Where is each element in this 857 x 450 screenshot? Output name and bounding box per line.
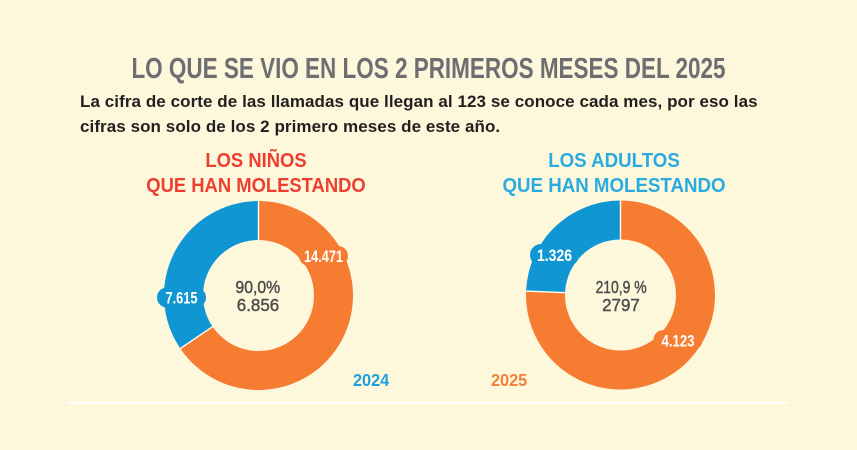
svg-text:14.471: 14.471 xyxy=(304,248,343,266)
svg-text:7.615: 7.615 xyxy=(166,290,198,308)
svg-text:1.326: 1.326 xyxy=(537,247,572,265)
svg-text:4.123: 4.123 xyxy=(662,333,695,351)
